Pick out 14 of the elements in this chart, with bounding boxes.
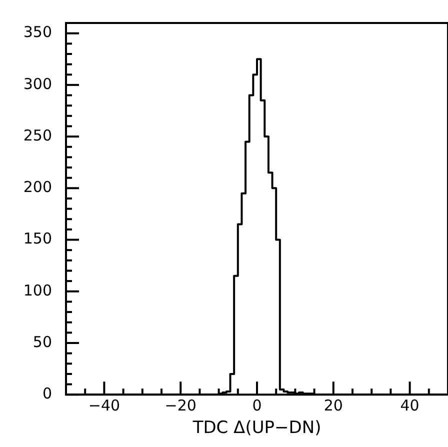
x-axis-title: TDC Δ(UP−DN) [192,418,322,438]
y-tick-label: 350 [23,23,52,42]
y-tick-label: 250 [23,126,52,144]
y-tick-label: 300 [23,74,52,93]
y-tick-label: 0 [42,384,52,402]
y-tick-label: 150 [23,230,52,248]
x-tick-label: 40 [400,396,420,414]
y-tick-label: 100 [23,281,52,300]
y-tick-label: 50 [32,332,52,351]
y-tick-label: 200 [23,178,52,196]
x-tick-label: −40 [88,396,120,414]
x-tick-label: 0 [252,396,262,414]
x-tick-label: −20 [164,396,196,414]
x-tick-label: 20 [324,396,343,414]
